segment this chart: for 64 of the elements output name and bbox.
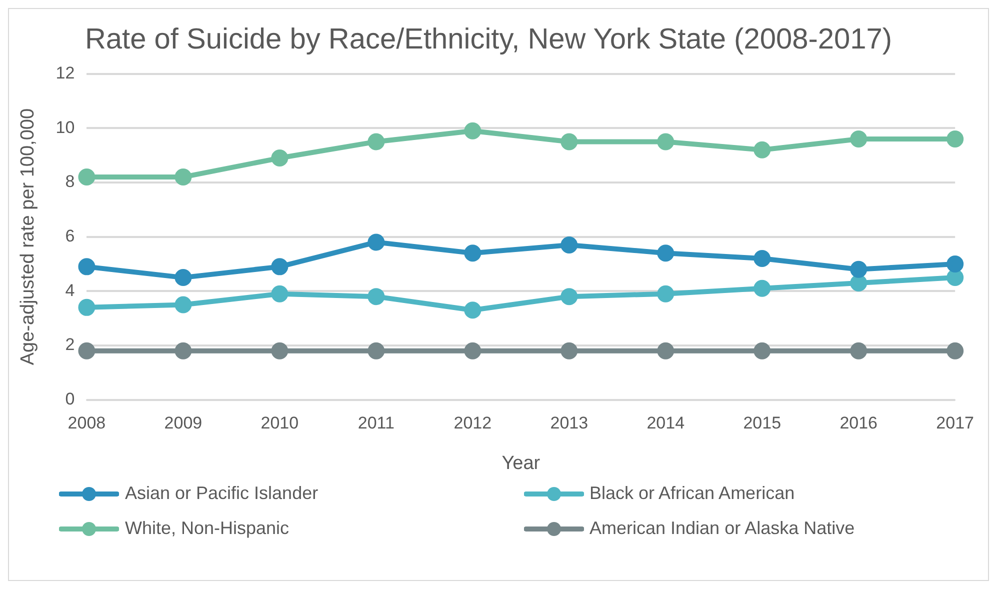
point [271, 258, 288, 276]
legend-label: American Indian or Alaska Native [590, 518, 855, 539]
legend-label: Black or African American [590, 483, 795, 504]
point [78, 258, 96, 276]
point [78, 298, 96, 316]
point [464, 244, 482, 262]
point [850, 130, 868, 148]
point [464, 342, 482, 360]
point [754, 342, 771, 360]
point [657, 285, 674, 302]
point [271, 150, 288, 167]
point [560, 236, 578, 254]
y-axis-title: Age-adjusted rate per 100,000 [18, 108, 39, 366]
point [174, 168, 192, 186]
point [754, 141, 771, 158]
point [174, 269, 192, 286]
y-tick-label: 0 [65, 389, 75, 408]
point [754, 280, 771, 297]
point [271, 342, 288, 360]
point [464, 122, 482, 140]
x-tick-label: 2010 [260, 414, 299, 433]
point [754, 250, 771, 268]
x-tick-label: 2015 [743, 414, 782, 433]
point [368, 288, 385, 306]
y-tick-label: 8 [65, 172, 75, 192]
x-tick-label: 2011 [358, 414, 394, 433]
point [368, 133, 385, 150]
point [946, 269, 964, 286]
x-tick-label: 2017 [936, 414, 974, 433]
point [368, 342, 385, 360]
y-tick-label: 12 [56, 63, 75, 82]
point [78, 168, 96, 186]
y-tick-label: 2 [65, 335, 75, 354]
point [657, 342, 674, 360]
point [368, 234, 385, 251]
point [946, 130, 964, 148]
x-axis-title: Year [502, 452, 541, 474]
chart-title: Rate of Suicide by Race/Ethnicity, New York State (2008-2017) [84, 23, 892, 56]
point [174, 296, 192, 314]
point [850, 274, 868, 292]
x-tick-label: 2009 [164, 414, 202, 433]
x-tick-label: 2012 [454, 414, 492, 433]
point [946, 342, 964, 360]
point [657, 244, 674, 262]
x-tick-label: 2014 [646, 414, 685, 433]
x-tick-label: 2008 [68, 414, 106, 433]
point [560, 133, 578, 150]
point [560, 342, 578, 360]
x-tick-label: 2013 [550, 414, 588, 433]
point [560, 288, 578, 306]
point [850, 342, 868, 360]
point [271, 285, 288, 302]
x-tick-label: 2016 [840, 414, 878, 433]
point [850, 260, 868, 278]
legend-label: White, Non-Hispanic [125, 518, 290, 539]
point [174, 342, 192, 360]
y-tick-label: 4 [65, 280, 75, 300]
point [78, 342, 96, 360]
point [946, 255, 964, 272]
point [464, 302, 482, 319]
legend-label: Asian or Pacific Islander [125, 483, 318, 504]
y-tick-label: 10 [56, 118, 75, 137]
point [657, 133, 674, 150]
y-tick-label: 6 [65, 226, 75, 246]
